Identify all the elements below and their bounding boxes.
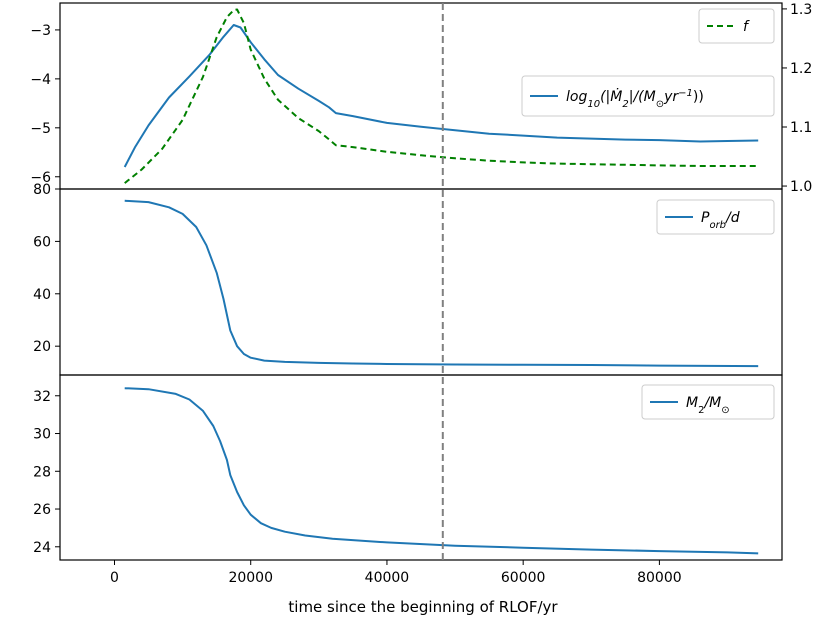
panels: −6 −5 −4 −3 1.0 1.1 1.2 1.3 f log10(|Ṁ2|/(M⊙yr−1)…	[30, 2, 812, 561]
legend-label: f	[743, 19, 750, 35]
x-tick-label: 40000	[365, 570, 410, 586]
x-tick-label: 0	[110, 570, 119, 586]
series-line-porb	[124, 199, 759, 368]
y-tick-label: −3	[30, 23, 51, 39]
legend: log10(|Ṁ2|/(M⊙yr−1))	[521, 75, 775, 117]
panel-porb: 20 40 60 80 Porb/d	[33, 182, 783, 376]
legend-label: log10(|Ṁ2|/(M⊙yr−1))	[566, 87, 704, 110]
legend-box	[641, 384, 775, 420]
y2-tick-label: 1.3	[790, 2, 812, 18]
panel-m2: 24 26 28 30 32 M2/M⊙	[33, 374, 783, 561]
x-tick-label: 20000	[228, 570, 273, 586]
series-group	[124, 387, 759, 555]
series-line-m2	[124, 387, 759, 555]
y-tick-label: 80	[33, 182, 51, 198]
legend: Porb/d	[656, 199, 775, 235]
legend: M2/M⊙	[641, 384, 775, 420]
y-tick-label: −5	[30, 121, 51, 137]
y-tick-label: 60	[33, 234, 51, 250]
y2-tick-label: 1.1	[790, 120, 812, 136]
panel-mdot: −6 −5 −4 −3 1.0 1.1 1.2 1.3 f log10(|Ṁ2|/(M⊙yr−1)…	[30, 2, 812, 195]
legend: f	[698, 8, 775, 44]
x-axis-label: time since the beginning of RLOF/yr	[288, 598, 558, 616]
y2-tick-label: 1.0	[790, 179, 812, 195]
y-tick-label: 28	[33, 464, 51, 480]
series-line-mdot	[123, 24, 759, 168]
x-tick-label: 80000	[637, 570, 682, 586]
series-group	[123, 8, 759, 184]
shared-x-axis: time since the beginning of RLOF/yr 0 200…	[110, 560, 682, 616]
legend-label: Porb/d	[701, 210, 740, 231]
y-tick-label: 30	[33, 427, 51, 443]
legend-box	[656, 199, 775, 235]
legend-box	[521, 75, 775, 117]
y-tick-label: −4	[30, 72, 51, 88]
y-tick-label: −6	[30, 170, 51, 186]
y2-tick-label: 1.2	[790, 61, 812, 77]
y-tick-label: 40	[33, 287, 51, 303]
panel-frame	[59, 374, 783, 561]
y-tick-label: 32	[33, 389, 51, 405]
series-group	[124, 199, 759, 368]
x-tick-label: 60000	[501, 570, 546, 586]
y-tick-label: 26	[33, 502, 51, 518]
series-line-f	[124, 8, 759, 184]
y-tick-label: 20	[33, 339, 51, 355]
legend-label: M2/M⊙	[686, 395, 730, 416]
y-tick-label: 24	[33, 540, 51, 556]
legend-box	[698, 8, 775, 44]
